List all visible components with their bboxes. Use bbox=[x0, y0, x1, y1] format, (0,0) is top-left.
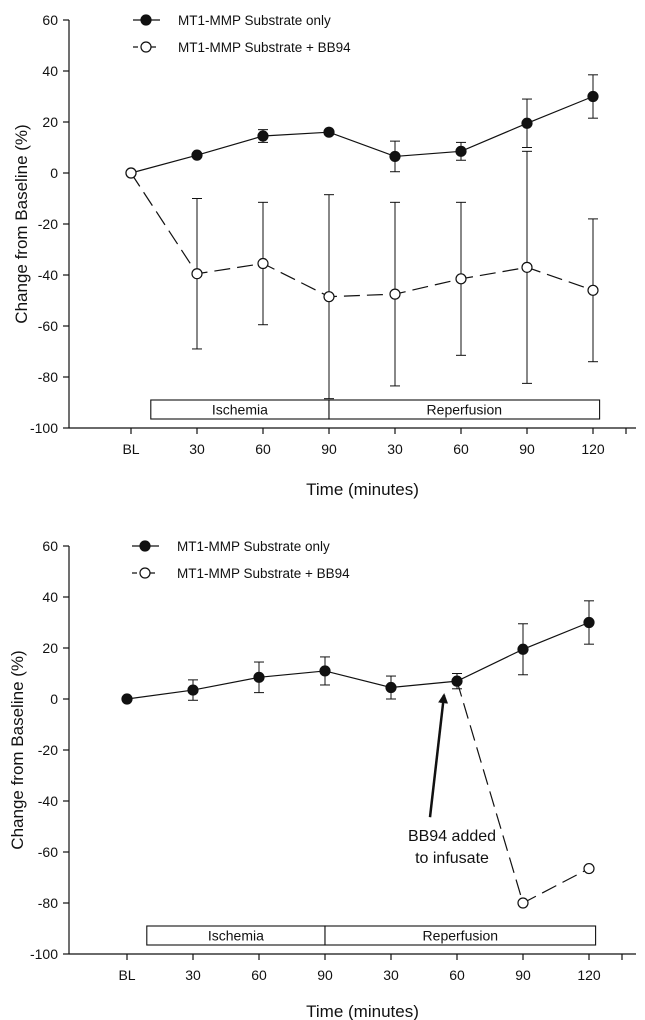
data-point bbox=[587, 90, 599, 103]
x-tick-label: 120 bbox=[581, 441, 605, 457]
data-point bbox=[319, 665, 331, 677]
data-point bbox=[587, 284, 599, 296]
y-tick-label: -80 bbox=[38, 369, 58, 385]
y-tick-label: -40 bbox=[38, 267, 58, 283]
data-point bbox=[121, 693, 133, 705]
data-point bbox=[323, 126, 335, 138]
y-tick-label: 60 bbox=[42, 538, 58, 554]
y-axis-title: Change from Baseline (%) bbox=[8, 650, 27, 849]
x-tick-label: 60 bbox=[251, 967, 267, 983]
legend-label: MT1-MMP Substrate + BB94 bbox=[177, 566, 350, 581]
data-point bbox=[389, 150, 401, 163]
x-tick-label: 30 bbox=[185, 967, 201, 983]
data-point bbox=[191, 268, 203, 280]
phase-box-reperfusion bbox=[328, 399, 601, 420]
series-line bbox=[130, 172, 594, 298]
data-point bbox=[521, 261, 533, 273]
x-tick-label: 30 bbox=[387, 441, 403, 457]
y-tick-label: 0 bbox=[50, 165, 58, 181]
y-tick-label: 60 bbox=[42, 12, 58, 28]
data-point bbox=[389, 288, 401, 300]
annotation-arrow bbox=[428, 693, 449, 818]
x-tick-label: 90 bbox=[317, 967, 333, 983]
y-axis-title: Change from Baseline (%) bbox=[12, 124, 31, 323]
data-point bbox=[257, 130, 269, 142]
data-point bbox=[125, 167, 137, 179]
series-line bbox=[130, 95, 594, 174]
x-tick-label: 60 bbox=[255, 441, 271, 457]
legend-marker bbox=[139, 567, 151, 579]
y-tick-label: 20 bbox=[42, 114, 58, 130]
y-tick-label: -60 bbox=[38, 844, 58, 860]
y-tick-label: -20 bbox=[38, 742, 58, 758]
series-substrate-only bbox=[125, 74, 599, 179]
data-point bbox=[187, 684, 199, 696]
data-point bbox=[323, 291, 335, 303]
data-point bbox=[191, 149, 203, 161]
x-tick-label: 90 bbox=[515, 967, 531, 983]
x-tick-label: 120 bbox=[577, 967, 601, 983]
y-tick-label: -20 bbox=[38, 216, 58, 232]
legend-label: MT1-MMP Substrate only bbox=[177, 539, 330, 554]
annotation-text: to infusate bbox=[415, 850, 489, 867]
data-point bbox=[583, 616, 595, 629]
legend-marker bbox=[140, 14, 152, 26]
phase-label: Reperfusion bbox=[423, 928, 499, 944]
y-tick-label: -100 bbox=[30, 420, 58, 436]
x-tick-label: 90 bbox=[321, 441, 337, 457]
annotation-text: BB94 added bbox=[408, 828, 496, 845]
y-tick-label: -60 bbox=[38, 318, 58, 334]
y-tick-label: -80 bbox=[38, 895, 58, 911]
data-point bbox=[253, 671, 265, 683]
y-tick-label: 20 bbox=[42, 640, 58, 656]
chart-panel-2: 60 40 20 0 -20 -40 -60 -80 -100 BL 30 60 90 30 60 90 120… bbox=[8, 538, 636, 1020]
x-tick-label: 30 bbox=[189, 441, 205, 457]
data-point bbox=[583, 862, 595, 875]
phase-label: Ischemia bbox=[212, 402, 268, 418]
y-tick-label: 40 bbox=[42, 63, 58, 79]
y-tick-label: 40 bbox=[42, 589, 58, 605]
legend-label: MT1-MMP Substrate only bbox=[178, 13, 331, 28]
series-substrate-bb94 bbox=[456, 680, 595, 909]
data-point bbox=[385, 681, 397, 694]
data-point bbox=[517, 643, 529, 655]
y-tick-label: -100 bbox=[30, 946, 58, 962]
series-substrate-bb94 bbox=[125, 150, 599, 400]
phase-box-reperfusion bbox=[324, 925, 597, 946]
x-axis-title: Time (minutes) bbox=[306, 480, 419, 499]
data-point bbox=[521, 117, 533, 129]
legend-marker bbox=[139, 540, 151, 552]
y-tick-label: 0 bbox=[50, 691, 58, 707]
phase-label: Ischemia bbox=[208, 928, 264, 944]
data-point bbox=[517, 897, 529, 909]
series-line bbox=[456, 680, 590, 904]
x-tick-label: 30 bbox=[383, 967, 399, 983]
x-tick-label: 60 bbox=[449, 967, 465, 983]
series-line bbox=[126, 621, 590, 700]
x-tick-label: BL bbox=[122, 441, 139, 457]
x-axis-title: Time (minutes) bbox=[306, 1002, 419, 1020]
phase-label: Reperfusion bbox=[427, 402, 503, 418]
data-point bbox=[455, 273, 467, 285]
y-tick-label: -40 bbox=[38, 793, 58, 809]
data-point bbox=[257, 257, 269, 270]
x-tick-label: 90 bbox=[519, 441, 535, 457]
x-tick-label: 60 bbox=[453, 441, 469, 457]
x-tick-label: BL bbox=[118, 967, 135, 983]
legend-marker bbox=[140, 41, 152, 53]
data-point bbox=[455, 145, 467, 157]
legend-label: MT1-MMP Substrate + BB94 bbox=[178, 40, 351, 55]
series-substrate-only bbox=[121, 600, 595, 705]
chart-panel-1: 60 40 20 0 -20 -40 -60 -80 -100 BL 30 60 90 30 60 90 120… bbox=[12, 12, 636, 499]
